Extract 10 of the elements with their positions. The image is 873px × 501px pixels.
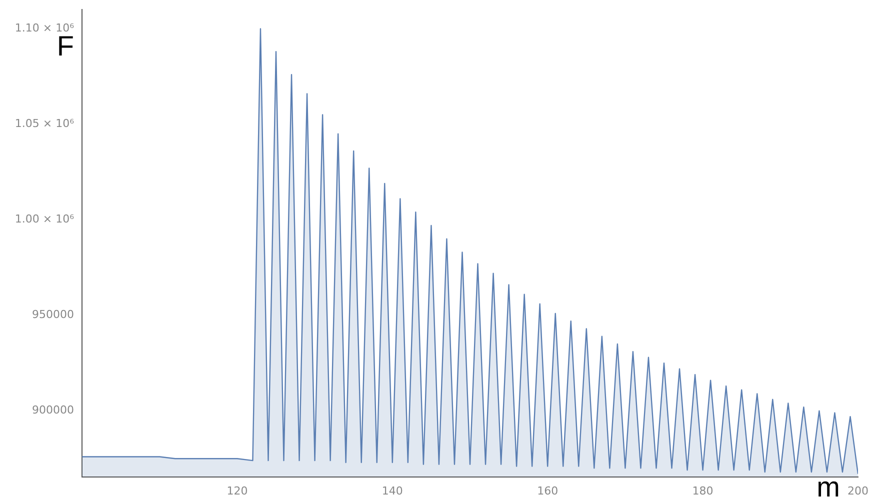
x-tick-label: 200 [848, 484, 868, 498]
x-axis-title: m [816, 472, 840, 501]
y-tick-label: 950000 [32, 308, 74, 322]
y-tick-label: 1.05 × 10⁶ [14, 117, 75, 130]
x-tick-label: 180 [692, 484, 714, 498]
x-tick-label: 160 [537, 484, 558, 498]
y-tick-label: 900000 [32, 404, 74, 417]
y-tick-label: 1.00 × 10⁶ [14, 212, 75, 226]
x-tick-label: 120 [226, 484, 248, 498]
x-tick-label: 140 [382, 484, 403, 498]
